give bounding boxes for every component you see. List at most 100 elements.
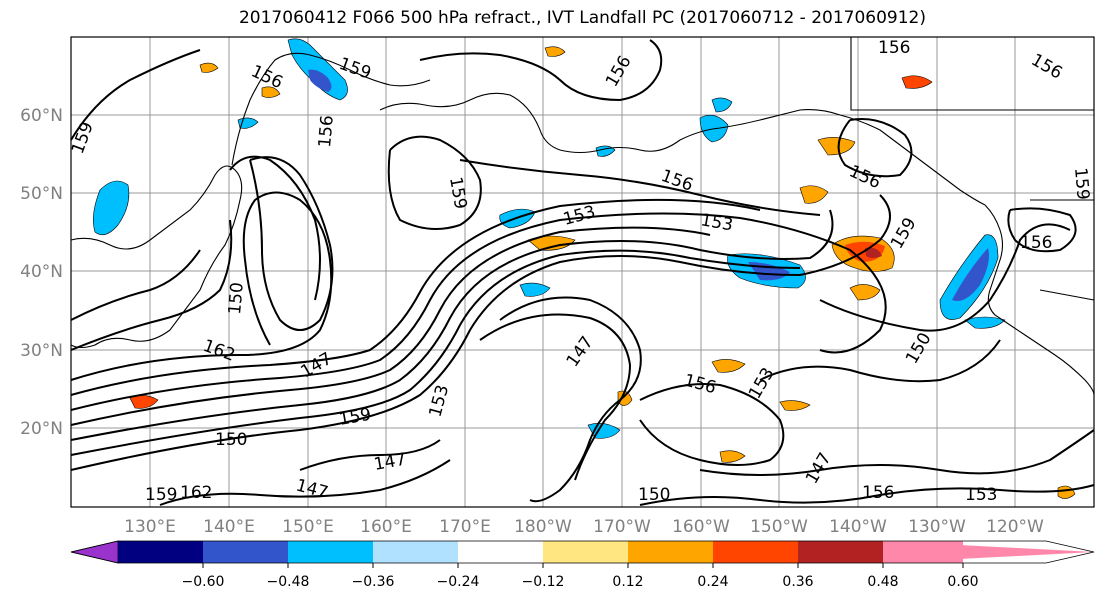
negative-anomaly-patch [964, 316, 1006, 329]
contour-label: 159 [145, 485, 177, 505]
contour-line [299, 439, 441, 471]
negative-anomaly-core [308, 69, 332, 92]
contour-line [387, 135, 482, 230]
contour-label: 150 [638, 485, 670, 505]
colorbar-extend-min [70, 540, 119, 564]
contour-line [229, 155, 321, 301]
colorbar: −0.60 −0.48 −0.36 −0.24 −0.12 0.12 0.24 … [70, 540, 1095, 590]
contour-label: 150 [215, 430, 247, 450]
canada-border [850, 37, 1094, 111]
negative-anomaly-core [952, 248, 989, 301]
contour-line [639, 383, 785, 466]
contour-line [419, 39, 663, 102]
geopotential-contours [70, 39, 1095, 506]
colorbar-swatch [118, 541, 203, 563]
colorbar-swatch [373, 541, 458, 563]
contour-line [70, 249, 201, 321]
positive-anomaly-patch [799, 185, 829, 204]
positive-anomaly-patch [849, 284, 881, 301]
colorbar-label: −0.60 [182, 574, 225, 590]
contour-line [639, 484, 1095, 506]
negative-anomaly-patch [93, 180, 130, 236]
longitude-label: 140°W [829, 517, 887, 537]
colorbar-label: −0.48 [267, 574, 310, 590]
contour-label: 156 [862, 483, 894, 503]
us-mexico-border [1039, 289, 1095, 301]
contour-line [70, 219, 233, 351]
contour-label: 150 [225, 281, 248, 315]
positive-anomaly-patch [261, 86, 281, 98]
contour-line [70, 249, 801, 456]
colorbar-swatch [883, 541, 963, 563]
colorbar-label: −0.24 [437, 574, 480, 590]
contour-label: 162 [180, 483, 212, 503]
longitude-label: 130°E [124, 517, 176, 537]
gridlines [71, 37, 1094, 507]
longitude-label: 160°W [672, 517, 730, 537]
contour-line [837, 118, 913, 178]
contour-line [159, 459, 451, 506]
contour-label: 156 [878, 38, 910, 58]
positive-anomaly-patch [719, 450, 746, 463]
colorbar-label: 0.48 [867, 574, 898, 590]
latitude-label: 50°N [20, 184, 63, 204]
negative-anomaly-patch [711, 97, 733, 113]
negative-anomaly-patch [519, 282, 551, 297]
colorbar-swatch [713, 541, 798, 563]
positive-anomaly-patch [199, 62, 219, 73]
contour-label: 156 [315, 114, 338, 148]
colorbar-label: 0.36 [782, 574, 813, 590]
contour-line [70, 194, 891, 471]
latitude-label: 20°N [20, 419, 63, 439]
north-america-west-coastline [984, 204, 1095, 396]
contour-label: 156 [1020, 233, 1052, 253]
colorbar-label: 0.12 [612, 574, 643, 590]
longitude-labels: 130°E 140°E 150°E 160°E 170°E 180°W 170°… [124, 517, 1044, 537]
colorbar-label: 0.24 [697, 574, 728, 590]
positive-anomaly-patch [779, 400, 811, 411]
contour-label: 153 [965, 485, 997, 505]
latitude-label: 60°N [20, 106, 63, 126]
positive-anomaly-patch [711, 359, 746, 373]
contour-line [819, 223, 1071, 332]
contour-line [70, 226, 711, 426]
positive-anomaly-patch [617, 390, 633, 406]
colorbar-swatch [798, 541, 883, 563]
contour-line [70, 209, 834, 441]
gulf-of-alaska-coastline [839, 114, 986, 206]
contour-line [249, 156, 334, 331]
map-frame [70, 36, 1095, 508]
refractivity-anomaly-fills [93, 38, 1076, 499]
colorbar-label: −0.36 [352, 574, 395, 590]
contour-line [1007, 207, 1077, 253]
positive-anomaly-patch [817, 137, 856, 156]
map-title: 2017060412 F066 500 hPa refract., IVT La… [238, 8, 926, 28]
positive-anomaly-patch [901, 75, 933, 89]
colorbar-swatch [543, 541, 628, 563]
colorbar-label: 0.60 [947, 574, 978, 590]
longitude-label: 180°W [514, 517, 572, 537]
colorbar-swatch [628, 541, 713, 563]
colorbar-label: −0.12 [522, 574, 565, 590]
colorbar-swatch [288, 541, 373, 563]
contour-line [459, 159, 821, 216]
contour-line [699, 429, 1095, 476]
contour-line [70, 49, 201, 141]
contour-line [759, 339, 1001, 383]
longitude-label: 170°W [593, 517, 651, 537]
contour-line [70, 212, 887, 411]
contour-line [70, 198, 761, 396]
asia-coastline [70, 165, 243, 349]
latitude-label: 40°N [20, 262, 63, 282]
longitude-label: 130°W [908, 517, 966, 537]
contour-line [479, 313, 632, 481]
colorbar-outline [70, 540, 1095, 564]
aleutian-alaska-coastline [379, 92, 841, 154]
latitude-label: 30°N [20, 341, 63, 361]
kamchatka-coastline [231, 52, 431, 166]
longitude-label: 150°E [282, 517, 334, 537]
positive-anomaly-max [865, 247, 882, 258]
contour-label: 159 [1070, 167, 1093, 201]
longitude-label: 120°W [986, 517, 1044, 537]
